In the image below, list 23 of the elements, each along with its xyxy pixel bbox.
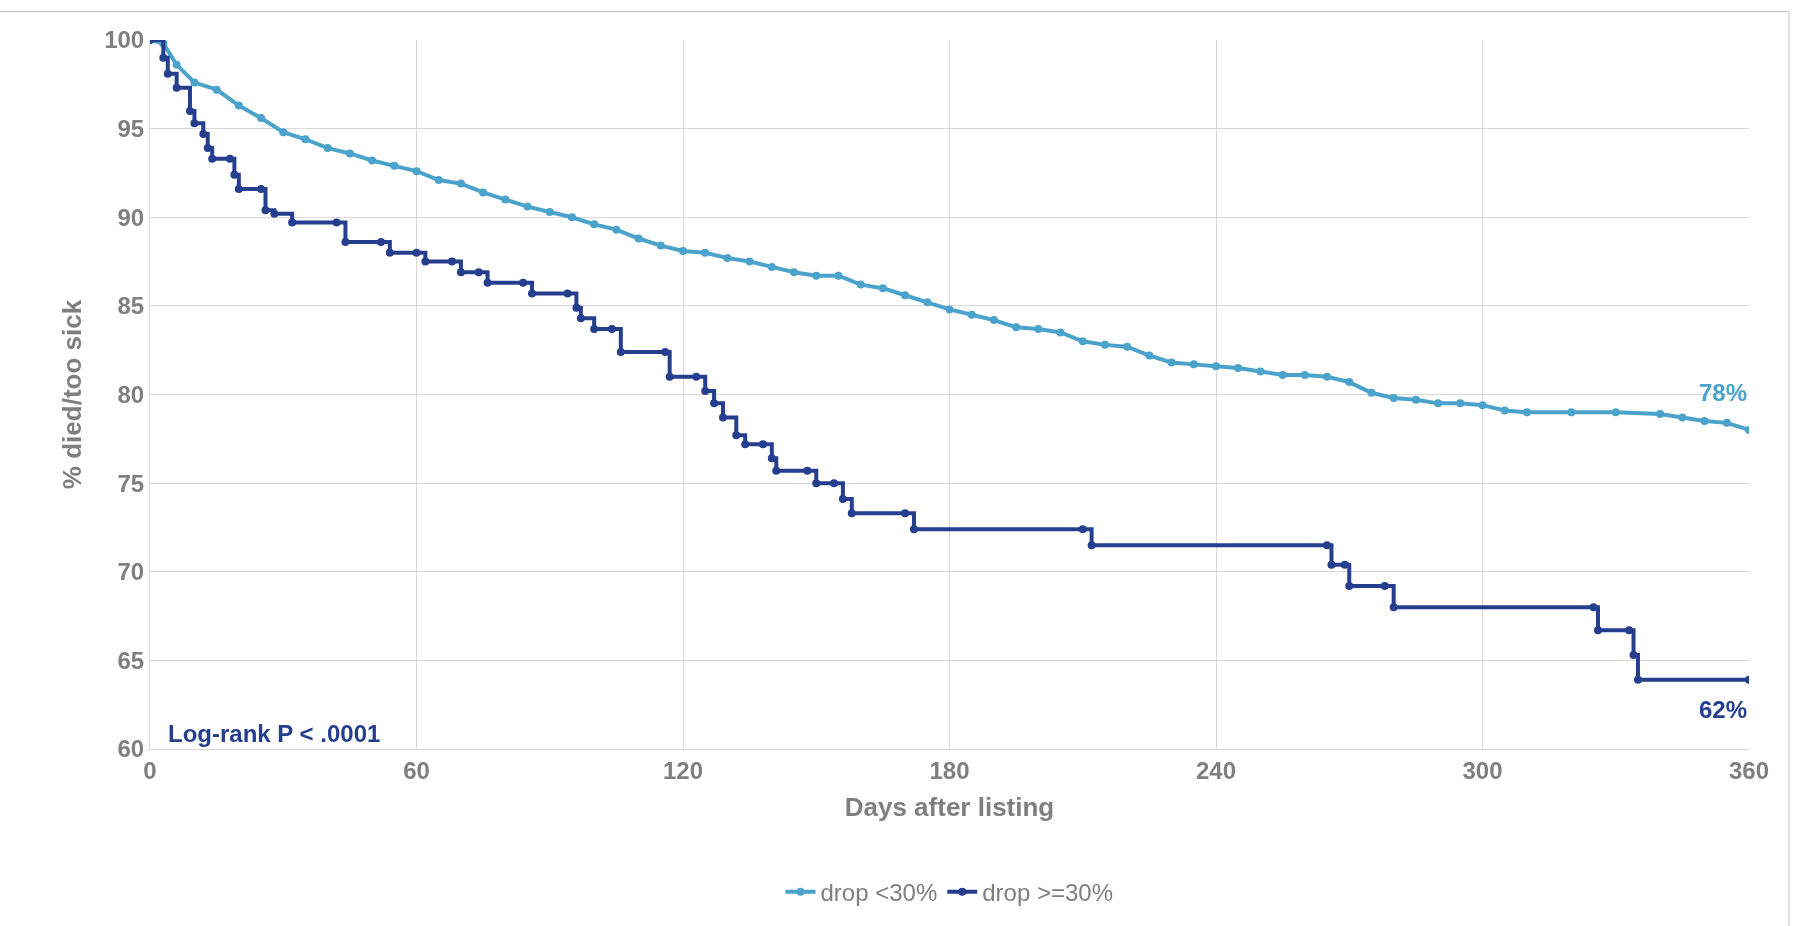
y-tick-label: 85 (117, 292, 145, 320)
y-axis-title: % died/too sick (56, 299, 87, 490)
y-tick-label: 100 (104, 26, 145, 54)
y-tick-label: 70 (117, 558, 145, 586)
x-tick-label: 240 (1195, 756, 1237, 784)
y-tick-label: 80 (117, 380, 145, 408)
x-tick-label: 0 (143, 756, 157, 784)
annotation: 78% (1699, 379, 1748, 406)
y-tick-label: 95 (117, 115, 145, 143)
x-tick-label: 360 (1728, 756, 1770, 784)
x-tick-label: 180 (929, 756, 970, 784)
x-axis-title: Days after listing (844, 792, 1055, 823)
x-tick-label: 60 (403, 756, 430, 784)
y-tick-label: 75 (117, 469, 145, 497)
x-tick-label: 300 (1462, 756, 1503, 784)
annotation: 62% (1699, 696, 1748, 723)
annotation: Log-rank P < .0001 (168, 720, 381, 747)
legend-label: drop <30% (820, 878, 938, 906)
legend-label: drop >=30% (982, 878, 1114, 906)
y-tick-label: 60 (117, 735, 145, 763)
y-tick-label: 65 (117, 646, 145, 674)
y-tick-label: 90 (117, 203, 145, 231)
x-tick-label: 120 (662, 756, 704, 784)
